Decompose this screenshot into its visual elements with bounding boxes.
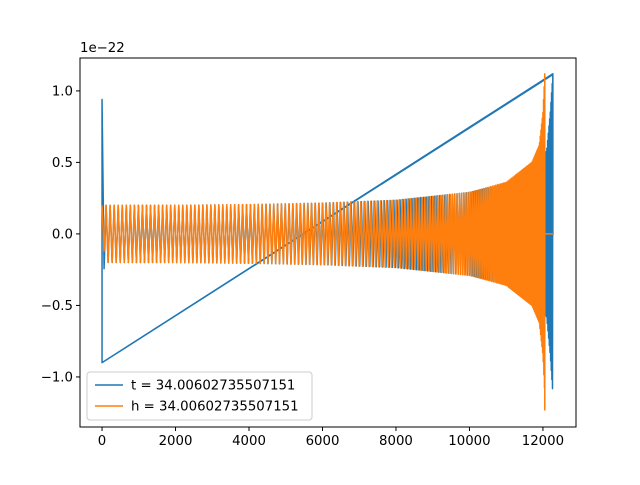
x-tick-label: 10000 bbox=[448, 434, 490, 449]
y-axis: −1.0 −0.5 0.0 0.5 1.0 bbox=[41, 84, 80, 385]
legend-label-2: h = 34.00602735507151 bbox=[131, 400, 299, 415]
y-scale-label: 1e−22 bbox=[80, 41, 125, 56]
legend-label-1: t = 34.00602735507151 bbox=[131, 379, 295, 394]
y-tick-label: −0.5 bbox=[41, 299, 73, 314]
series-layer bbox=[101, 72, 554, 411]
x-axis: 0 2000 4000 6000 8000 10000 12000 bbox=[98, 427, 564, 449]
x-tick-label: 8000 bbox=[379, 434, 413, 449]
x-tick-label: 12000 bbox=[522, 434, 564, 449]
x-tick-label: 0 bbox=[98, 434, 106, 449]
x-tick-label: 2000 bbox=[159, 434, 193, 449]
y-tick-label: −1.0 bbox=[41, 370, 73, 385]
legend-box bbox=[86, 371, 313, 421]
x-tick-label: 4000 bbox=[232, 434, 266, 449]
plot-frame bbox=[79, 57, 577, 428]
y-tick-label: 1.0 bbox=[52, 84, 73, 99]
x-tick-label: 6000 bbox=[306, 434, 340, 449]
y-tick-label: 0.0 bbox=[52, 227, 73, 242]
legend: t = 34.00602735507151 h = 34.006027355071… bbox=[86, 371, 313, 421]
y-tick-label: 0.5 bbox=[52, 156, 73, 171]
series-line-2 bbox=[101, 72, 554, 411]
